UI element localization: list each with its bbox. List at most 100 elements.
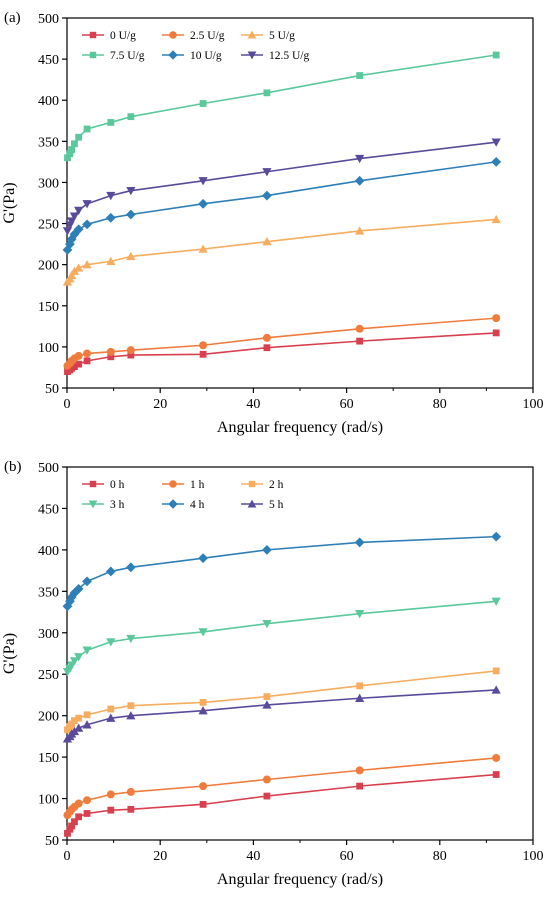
legend-marker <box>247 499 257 508</box>
data-point <box>83 349 92 358</box>
data-point <box>355 693 365 702</box>
legend-marker <box>169 31 177 39</box>
data-point <box>74 351 83 360</box>
y-tick-label: 100 <box>38 793 59 808</box>
legend-marker <box>88 500 98 509</box>
y-tick-label: 200 <box>38 259 59 274</box>
data-point <box>263 89 271 97</box>
data-point <box>75 360 83 368</box>
series-line <box>66 161 497 251</box>
data-point <box>126 634 136 644</box>
series-line <box>66 54 497 159</box>
series-line <box>66 218 497 283</box>
y-tick-label: 250 <box>38 218 59 233</box>
legend-entry: 4 h <box>162 499 205 511</box>
data-point <box>69 657 80 666</box>
legend-entry: 10 U/g <box>162 50 222 62</box>
data-point <box>82 260 92 269</box>
data-point <box>106 256 116 266</box>
x-tick-label: 20 <box>153 849 167 864</box>
data-point <box>491 156 502 167</box>
data-point <box>355 610 365 619</box>
data-point <box>198 244 208 253</box>
data-point <box>106 713 116 722</box>
data-point <box>74 206 84 215</box>
panel-label: (b) <box>4 459 22 475</box>
y-tick-label: 50 <box>45 834 59 849</box>
series-1 <box>63 753 501 820</box>
y-tick-label: 500 <box>38 12 59 27</box>
legend-marker <box>89 51 97 59</box>
data-point <box>74 723 84 732</box>
data-point <box>68 822 76 830</box>
y-tick-label: 300 <box>38 176 59 191</box>
x-tick-label: 20 <box>153 397 167 412</box>
x-axis-label: Angular frequency (rad/s) <box>217 419 383 436</box>
data-point <box>492 329 500 337</box>
data-point <box>198 177 208 186</box>
legend-label: 1 h <box>190 479 205 491</box>
legend-label: 2.5 U/g <box>190 30 225 42</box>
data-point <box>199 100 207 107</box>
data-point <box>66 150 74 158</box>
y-tick-label: 150 <box>38 751 59 766</box>
data-point <box>75 133 83 141</box>
data-point <box>83 796 92 805</box>
x-tick-label: 40 <box>246 849 260 864</box>
data-point <box>126 346 135 355</box>
data-point <box>354 537 365 548</box>
legend-entry: 5 U/g <box>241 30 295 42</box>
legend-label: 3 h <box>110 499 125 511</box>
data-point <box>356 782 364 790</box>
data-point <box>83 125 91 133</box>
data-point <box>198 628 208 637</box>
x-axis-label: Angular frequency (rad/s) <box>217 871 383 888</box>
data-point <box>65 596 75 607</box>
data-point <box>73 583 84 594</box>
plot-frame <box>66 466 534 841</box>
legend-entry: 12.5 U/g <box>241 50 310 62</box>
legend-marker <box>247 30 257 39</box>
data-point <box>126 251 136 261</box>
y-tick-label: 450 <box>38 502 59 517</box>
legend-entry: 2.5 U/g <box>162 30 225 42</box>
data-point <box>198 706 208 715</box>
series-3 <box>62 597 501 677</box>
data-point <box>262 333 271 342</box>
y-tick-label: 150 <box>38 300 59 315</box>
data-point <box>106 790 115 799</box>
data-point <box>492 753 501 762</box>
data-point <box>82 219 92 230</box>
data-point <box>198 553 208 564</box>
data-point <box>127 113 135 121</box>
data-point <box>262 237 272 246</box>
y-tick-label: 100 <box>38 341 59 356</box>
series-2 <box>64 667 500 734</box>
legend-entry: 3 h <box>82 499 125 511</box>
data-point <box>68 146 76 153</box>
data-point <box>69 229 80 240</box>
data-point <box>492 771 500 778</box>
x-tick-label: 0 <box>64 849 71 864</box>
legend-entry: 5 h <box>241 499 284 511</box>
data-point <box>125 562 136 573</box>
data-point <box>491 138 501 147</box>
data-point <box>82 720 92 729</box>
data-point <box>82 200 92 209</box>
data-point <box>198 198 208 209</box>
legend-label: 0 h <box>110 479 125 491</box>
legend-marker <box>168 499 178 509</box>
data-point <box>263 792 271 800</box>
data-point <box>492 667 500 675</box>
y-axis-label: G'(Pa) <box>1 633 18 674</box>
data-point <box>83 711 91 719</box>
data-point <box>355 324 364 333</box>
data-point <box>69 212 80 221</box>
x-tick-label: 100 <box>523 397 544 412</box>
legend-entry: 0 U/g <box>82 30 136 42</box>
data-point <box>492 51 500 59</box>
data-point <box>262 775 271 784</box>
data-point <box>355 154 365 164</box>
legend-entry: 1 h <box>162 479 205 491</box>
data-point <box>82 576 92 587</box>
